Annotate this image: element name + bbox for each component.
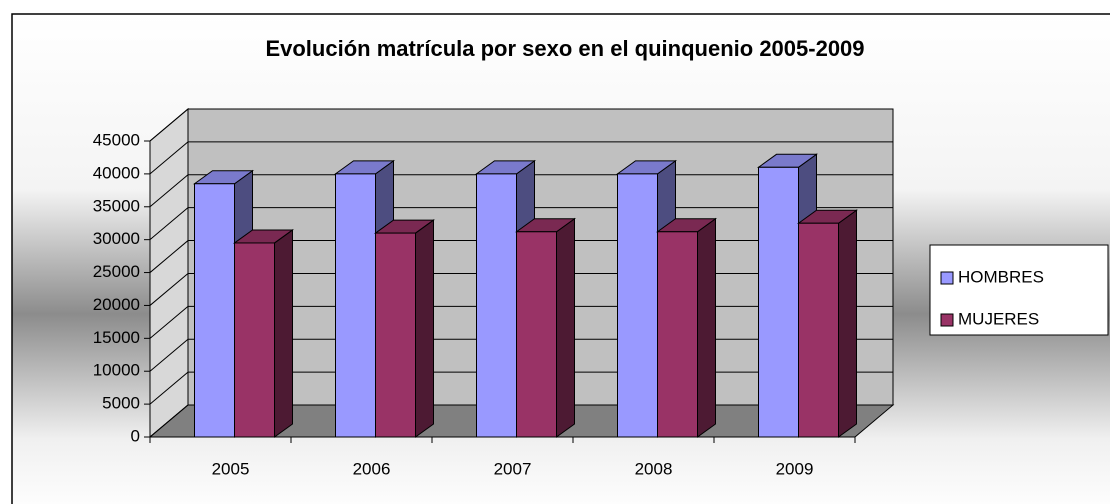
bar (655, 217, 718, 438)
bar-side (274, 228, 293, 438)
x-tick-label: 2007 (494, 459, 532, 478)
bar-front (234, 242, 275, 438)
chart-title: Evolución matrícula por sexo en el quinq… (265, 36, 864, 61)
bar (232, 228, 295, 438)
bar-front (617, 173, 658, 438)
legend-label: HOMBRES (958, 267, 1044, 286)
y-tick-label: 35000 (93, 196, 140, 215)
legend-swatch (940, 313, 954, 327)
y-tick-label: 30000 (93, 229, 140, 248)
bar-front (335, 173, 376, 438)
y-tick-label: 10000 (93, 361, 140, 380)
bar-side (556, 217, 575, 438)
grid-line (149, 108, 893, 142)
x-tick-label: 2006 (353, 459, 391, 478)
y-tick-label: 20000 (93, 295, 140, 314)
bar-side (697, 217, 716, 438)
y-tick-label: 45000 (93, 130, 140, 149)
y-tick-label: 0 (131, 426, 140, 445)
bar-front (476, 173, 517, 438)
x-tick-label: 2008 (635, 459, 673, 478)
x-tick-label: 2005 (212, 459, 250, 478)
legend (929, 244, 1109, 336)
bar-front (798, 222, 839, 438)
y-tick-label: 5000 (102, 394, 140, 413)
bar-front (516, 231, 557, 438)
y-tick-label: 25000 (93, 262, 140, 281)
y-tick-label: 40000 (93, 163, 140, 182)
legend-swatch (940, 271, 954, 285)
bar-front (758, 166, 799, 438)
bar (373, 219, 436, 438)
bar-front (194, 183, 235, 438)
bar-side (415, 219, 434, 438)
bar-front (657, 231, 698, 438)
x-tick-label: 2009 (776, 459, 814, 478)
y-tick-label: 15000 (93, 328, 140, 347)
bar-front (375, 232, 416, 438)
bar (796, 209, 859, 438)
grid-line (149, 141, 893, 175)
bar (514, 217, 577, 438)
legend-label: MUJERES (958, 309, 1039, 328)
bar-side (838, 209, 857, 438)
